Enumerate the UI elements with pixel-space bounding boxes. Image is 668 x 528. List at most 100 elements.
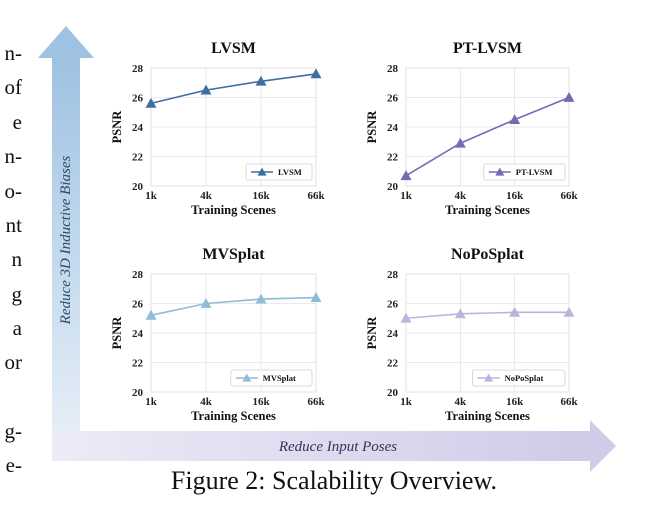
x-tick-label: 16k xyxy=(506,396,524,408)
vertical-axis-label: Reduce 3D Inductive Biases xyxy=(58,155,74,325)
y-tick-label: 20 xyxy=(387,387,399,399)
y-tick-label: 28 xyxy=(387,63,399,75)
chart-lvsm: 20 22 24 26 28 1k 4k 16k 66k LVSM Training Scenes P… xyxy=(110,40,325,217)
y-tick-label: 20 xyxy=(132,387,144,399)
legend-label: MVSplat xyxy=(263,373,296,383)
left-column-fragment: n- xyxy=(4,144,23,168)
x-tick-label: 4k xyxy=(455,190,468,202)
chart-title: NoPoSplat xyxy=(451,246,525,263)
x-tick-label: 66k xyxy=(560,396,578,408)
x-axis-label: Training Scenes xyxy=(445,203,530,217)
data-point xyxy=(454,137,466,148)
x-tick-label: 66k xyxy=(307,190,325,202)
series-line xyxy=(405,311,569,320)
left-column-fragment: nt xyxy=(5,213,22,237)
x-tick-label: 1k xyxy=(145,190,158,202)
left-column-fragment: n xyxy=(11,247,23,271)
x-axis-label: Training Scenes xyxy=(445,409,530,423)
series-line xyxy=(150,296,317,317)
y-tick-label: 26 xyxy=(387,299,399,311)
x-tick-label: 1k xyxy=(145,396,158,408)
x-tick-label: 1k xyxy=(400,190,413,202)
vertical-axis-arrow xyxy=(38,26,94,460)
data-point xyxy=(200,298,212,308)
x-tick-label: 16k xyxy=(506,190,524,202)
x-tick-label: 16k xyxy=(252,396,270,408)
legend-marker xyxy=(257,167,267,176)
left-column-fragment: of xyxy=(4,75,23,99)
y-tick-label: 20 xyxy=(387,181,399,193)
legend-label: PT-LVSM xyxy=(516,167,553,177)
figure-caption: Figure 2: Scalability Overview. xyxy=(170,466,498,495)
y-axis-label: PSNR xyxy=(110,110,124,144)
data-point xyxy=(563,92,575,102)
left-column-fragment: or xyxy=(4,350,23,374)
legend-marker xyxy=(495,167,505,176)
data-point xyxy=(400,170,412,181)
data-point xyxy=(400,312,412,323)
legend-box xyxy=(245,163,313,181)
chart-noposplat: 20 22 24 26 28 1k 4k 16k 66k NoPoSplat Training Sc… xyxy=(365,246,578,423)
horizontal-axis-arrow xyxy=(52,420,616,472)
legend-marker xyxy=(484,373,494,382)
horizontal-axis-label: Reduce Input Poses xyxy=(278,439,397,455)
series-line xyxy=(150,73,317,105)
left-column-fragment: a xyxy=(12,316,22,340)
data-point xyxy=(200,84,212,95)
chart-title: MVSplat xyxy=(202,246,265,263)
data-point xyxy=(454,308,466,319)
y-axis-label: PSNR xyxy=(365,316,379,350)
x-axis-label: Training Scenes xyxy=(191,203,276,217)
left-column-fragment: g xyxy=(11,282,23,306)
left-column-fragment: n- xyxy=(4,41,23,65)
chart-pt-lvsm: 20 22 24 26 28 1k 4k 16k 66k PT-LVSM Training Scen… xyxy=(365,40,578,217)
y-axis-label: PSNR xyxy=(110,316,124,350)
left-column-fragment: g- xyxy=(4,419,23,443)
y-tick-label: 22 xyxy=(387,152,399,164)
data-point xyxy=(509,114,521,125)
chart-mvsplat: 20 22 24 26 28 1k 4k 16k 66k MVSplat Training Scen… xyxy=(110,246,325,423)
data-point xyxy=(255,293,267,304)
data-point xyxy=(145,309,157,320)
charts-group: 20 22 24 26 28 1k 4k 16k 66k LVSM Training Scenes P… xyxy=(110,40,578,423)
series-line xyxy=(405,96,570,177)
x-tick-label: 66k xyxy=(560,190,578,202)
x-tick-label: 66k xyxy=(307,396,325,408)
y-tick-label: 22 xyxy=(387,358,399,370)
data-point xyxy=(310,68,322,79)
x-tick-label: 4k xyxy=(455,396,468,408)
y-tick-label: 24 xyxy=(132,122,144,134)
y-tick-label: 20 xyxy=(132,181,144,193)
y-tick-label: 24 xyxy=(132,328,144,340)
y-tick-label: 24 xyxy=(387,328,399,340)
y-tick-label: 26 xyxy=(132,299,144,311)
legend-marker xyxy=(242,373,252,382)
x-tick-label: 4k xyxy=(200,190,213,202)
left-column-fragment: e- xyxy=(5,453,22,477)
legend-label: NoPoSplat xyxy=(505,373,544,383)
data-point xyxy=(563,306,575,317)
legend-box xyxy=(472,369,566,387)
legend-label: LVSM xyxy=(278,167,302,177)
y-tick-label: 28 xyxy=(387,269,399,281)
y-tick-label: 28 xyxy=(132,63,144,75)
legend-box xyxy=(483,163,566,181)
chart-title: LVSM xyxy=(211,40,256,57)
x-tick-label: 4k xyxy=(200,396,213,408)
x-tick-label: 16k xyxy=(252,190,270,202)
y-tick-label: 22 xyxy=(132,358,144,370)
legend-box xyxy=(230,369,313,387)
y-tick-label: 24 xyxy=(387,122,399,134)
y-tick-label: 22 xyxy=(132,152,144,164)
y-tick-label: 26 xyxy=(387,93,399,105)
chart-title: PT-LVSM xyxy=(453,40,522,57)
left-column-fragment: e xyxy=(12,110,22,134)
data-point xyxy=(310,292,322,302)
data-point xyxy=(255,75,267,86)
data-point xyxy=(145,97,157,108)
y-tick-label: 26 xyxy=(132,93,144,105)
x-axis-label: Training Scenes xyxy=(191,409,276,423)
data-point xyxy=(509,306,521,317)
x-tick-label: 1k xyxy=(400,396,413,408)
